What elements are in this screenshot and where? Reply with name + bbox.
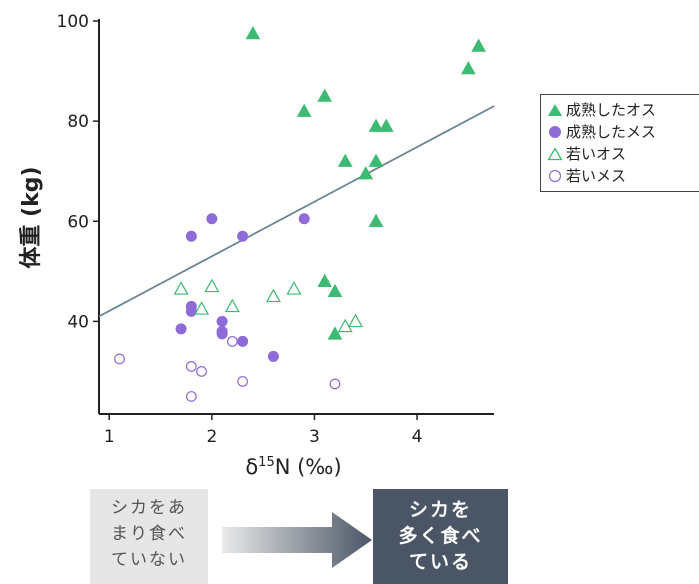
legend-item-young-male: 若いオス (547, 143, 695, 165)
x-tick-label: 2 (206, 427, 217, 447)
series-3-point (196, 366, 207, 377)
legend-label: 成熟したオス (566, 101, 657, 119)
series-0-point (368, 118, 384, 132)
legend-item-young-female: 若いメス (547, 165, 695, 187)
series-2-point (347, 313, 364, 328)
series-0-point (368, 213, 384, 227)
filled-triangle-icon (548, 104, 562, 116)
series-0-point (461, 61, 476, 75)
series-3-point (237, 376, 249, 387)
x-axis-label: δ15N (‰) (245, 455, 341, 479)
legend-item-mature-female: 成熟したメス (547, 121, 695, 143)
legend-label: 若いオス (566, 145, 627, 163)
series-0-point (327, 326, 343, 340)
low-deer-consumption-box: シカをあ まり食べ ていない (90, 489, 208, 584)
series-0-point (337, 153, 353, 167)
y-tick-label: 60 (67, 212, 89, 232)
series-3-point (329, 378, 341, 390)
series-1-point (267, 350, 279, 362)
series-2-point (204, 278, 220, 293)
series-1-point (237, 335, 249, 347)
open-triangle-icon (547, 147, 563, 161)
filled-circle-icon (549, 126, 561, 138)
legend: 成熟したオス 成熟したメス 若いオス 若いメス (540, 94, 699, 192)
series-0-point (245, 25, 261, 40)
series-2-point (173, 281, 189, 295)
trend-line (98, 105, 495, 318)
series-0-point (471, 38, 486, 52)
legend-label: 若いメス (566, 167, 627, 185)
series-1-point (185, 230, 197, 242)
series-3-point (185, 391, 197, 402)
y-axis-label: 体重 (kg) (19, 166, 44, 268)
x-tick-label: 3 (309, 427, 320, 447)
series-0-point (317, 88, 333, 102)
series-2-point (337, 318, 353, 333)
box-line: まり食べ (111, 524, 187, 544)
series-2-point (194, 301, 210, 315)
box-line: シカをあ (111, 498, 187, 518)
gradient-arrow-icon (222, 512, 372, 568)
series-1-point (185, 305, 197, 317)
y-tick-label: 100 (57, 12, 89, 32)
series-1-point (237, 230, 249, 242)
series-0-point (378, 118, 394, 132)
series-0-point (358, 166, 374, 180)
series-1-point (216, 328, 228, 340)
series-0-point (368, 153, 384, 167)
x-tick-label: 4 (412, 427, 423, 447)
series-1-point (175, 323, 187, 335)
series-2-point (224, 298, 240, 313)
series-2-point (265, 288, 281, 303)
y-tick-label: 40 (67, 312, 89, 332)
series-1-point (216, 315, 228, 327)
legend-label: 成熟したメス (566, 123, 657, 141)
box-line: シカを (408, 499, 472, 521)
series-0-point (327, 283, 343, 298)
series-1-point (298, 213, 310, 225)
scatter-chart: 40 60 80 100 1 2 3 4 体重 (kg) δ15N (‰) (19, 12, 495, 479)
legend-item-mature-male: 成熟したオス (547, 99, 695, 121)
y-tick-label: 80 (67, 112, 89, 132)
series-3-point (185, 361, 197, 372)
series-3-point (226, 336, 238, 347)
x-tick-label: 1 (104, 427, 115, 447)
open-circle-icon (548, 169, 562, 183)
box-line: ていない (111, 550, 187, 570)
series-1-point (206, 213, 218, 225)
box-line: 多く食べ (398, 525, 483, 547)
high-deer-consumption-box: シカを 多く食べ ている (373, 489, 508, 584)
series-0-point (296, 103, 312, 117)
series-3-point (114, 353, 125, 365)
box-line: ている (408, 551, 472, 573)
series-0-point (317, 273, 333, 288)
series-2-point (286, 281, 302, 295)
